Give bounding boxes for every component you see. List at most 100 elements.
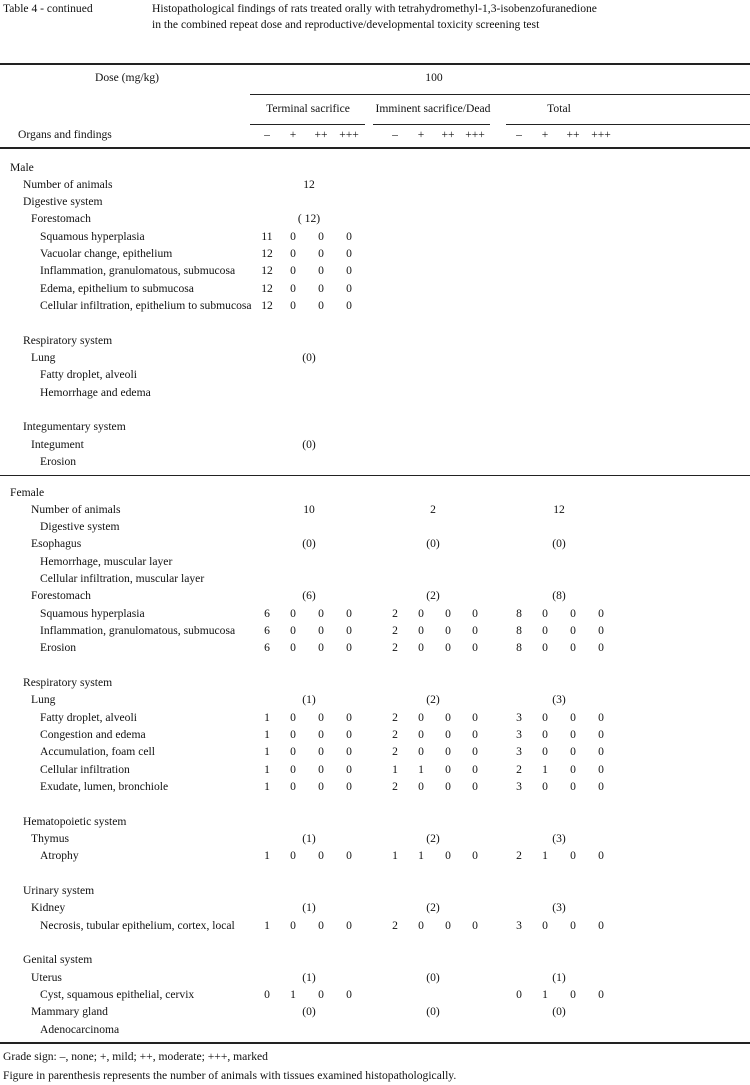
table-row: Integumentary system (0, 418, 750, 435)
grade-value: 0 (318, 264, 324, 278)
table-row: Congestion and edema 1 0 0 0 2 0 0 0 3 0 0 0 (0, 726, 750, 743)
grade-value: 8 (516, 624, 522, 638)
grade-value: 0 (598, 641, 604, 655)
grade-value: 0 (318, 988, 324, 1002)
grade-value: 0 (598, 606, 604, 620)
animal-count: (2) (426, 589, 440, 603)
grade-value: 0 (542, 780, 548, 794)
grade-value: 0 (346, 988, 352, 1002)
grade-value: 0 (516, 988, 522, 1002)
grade-value: 0 (318, 247, 324, 261)
grade-value: 0 (290, 849, 296, 863)
finding-label: Number of animals (31, 502, 121, 516)
table-row: Forestomach (6) (2) (8) (0, 587, 750, 604)
table-row: Erosion (0, 453, 750, 470)
finding-label: Erosion (40, 455, 77, 469)
finding-label: Number of animals (23, 177, 113, 191)
group-total: Total (547, 102, 571, 115)
animal-count: (3) (552, 832, 566, 846)
grade-value: 0 (290, 606, 296, 620)
grade-value: 6 (264, 624, 270, 638)
animal-count: (1) (552, 970, 566, 984)
table-row: Integument (0) (0, 436, 750, 453)
finding-label: Genital system (23, 953, 93, 967)
spacer-row (0, 657, 750, 674)
grade-value: 1 (264, 849, 270, 863)
grade-value: 0 (418, 780, 424, 794)
grade-value: 1 (392, 762, 398, 776)
grade-value: 6 (264, 606, 270, 620)
table-row: Fatty droplet, alveoli (0, 366, 750, 383)
grade-value: 1 (264, 762, 270, 776)
grade-value: 0 (445, 849, 451, 863)
spacer-row (0, 314, 750, 331)
finding-label: Erosion (40, 641, 77, 655)
grade-value: 0 (472, 624, 478, 638)
table-row: Genital system (0, 951, 750, 968)
grade-value: 0 (570, 745, 576, 759)
finding-label: Respiratory system (23, 333, 113, 347)
header-rule (0, 147, 750, 149)
table-title-line1: Histopathological findings of rats treat… (152, 2, 597, 15)
grade-value: 0 (570, 849, 576, 863)
table-row: Cyst, squamous epithelial, cervix 0 1 0 0 0 1 0… (0, 986, 750, 1003)
finding-label: Lung (31, 351, 56, 365)
grade-value: 0 (346, 710, 352, 724)
grade-value: 0 (346, 624, 352, 638)
grade-value: 0 (346, 606, 352, 620)
footnote-parenthesis: Figure in parenthesis represents the num… (3, 1069, 457, 1082)
finding-label: Cyst, squamous epithelial, cervix (40, 988, 195, 1002)
grade-header-tot-0: – (516, 128, 522, 141)
finding-label: Squamous hyperplasia (40, 229, 145, 243)
animal-count: (1) (302, 901, 316, 915)
table-row: Respiratory system (0, 674, 750, 691)
grade-value: 1 (418, 762, 424, 776)
animal-count: (3) (552, 693, 566, 707)
grade-value: 0 (318, 710, 324, 724)
female-section: Female Number of animals 1 0 2 1 2 Digestive sy… (0, 484, 750, 1039)
grade-value: 2 (516, 762, 522, 776)
grade-value: 2 (392, 641, 398, 655)
finding-label: Esophagus (31, 537, 82, 551)
organs-label: Organs and findings (18, 128, 112, 141)
grade-value: 0 (472, 745, 478, 759)
finding-label: Congestion and edema (40, 728, 146, 742)
grade-value: 0 (290, 264, 296, 278)
grade-value: 0 (542, 624, 548, 638)
table-row: Number of animals 12 (0, 176, 750, 193)
grade-value: 1 (542, 762, 548, 776)
grade-header-is-1: + (417, 128, 425, 141)
grade-value: 0 (346, 728, 352, 742)
grade-value: 0 (290, 299, 296, 313)
grade-value: 2 (392, 624, 398, 638)
finding-label: Vacuolar change, epithelium (40, 247, 173, 261)
grade-value: 2 (392, 710, 398, 724)
grade-value: 2 (392, 918, 398, 932)
grade-value: 0 (542, 710, 548, 724)
finding-label: Inflammation, granulomatous, submucosa (40, 624, 236, 638)
grade-value: 0 (318, 780, 324, 794)
grade-value: 12 (261, 264, 273, 278)
table-row: Digestive system (0, 518, 750, 535)
animal-count: (0) (552, 1005, 566, 1019)
table-row: Male (0, 159, 750, 176)
grade-value: 8 (516, 606, 522, 620)
finding-label: Adenocarcinoma (40, 1022, 120, 1036)
grade-value: 0 (290, 624, 296, 638)
grade-value: 0 (290, 281, 296, 295)
grade-value: 0 (318, 745, 324, 759)
group-rule (250, 124, 365, 125)
grade-value: 0 (570, 918, 576, 932)
grade-header-is-3: +++ (465, 128, 485, 141)
grade-value: 0 (290, 710, 296, 724)
table-row: Female (0, 484, 750, 501)
table-row: Forestomach ( 12) (0, 210, 750, 227)
grade-value: 0 (472, 849, 478, 863)
grade-value: 0 (346, 849, 352, 863)
grade-value: 0 (472, 710, 478, 724)
grade-value: 0 (318, 918, 324, 932)
grade-value: 3 (516, 728, 522, 742)
table-row: Atrophy 1 0 0 0 1 1 0 0 2 1 0 0 (0, 847, 750, 864)
grade-value: 0 (445, 606, 451, 620)
animal-count: (3) (552, 901, 566, 915)
